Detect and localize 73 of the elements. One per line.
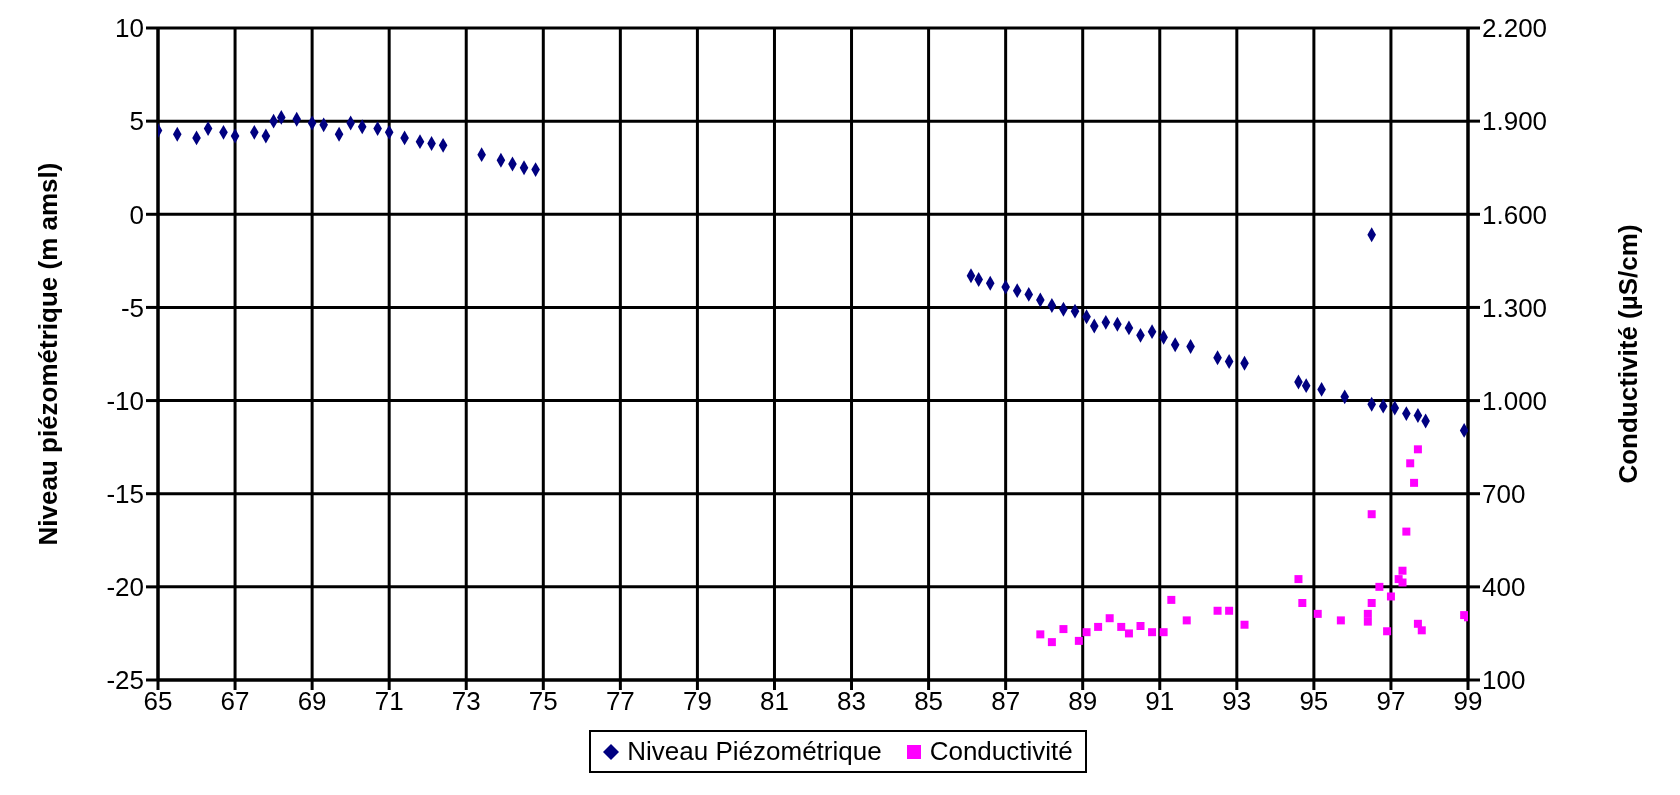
x-tick-label: 99 xyxy=(1453,686,1483,717)
y-tick-label: 10 xyxy=(115,13,144,44)
point xyxy=(1367,510,1376,519)
point xyxy=(1159,628,1168,637)
x-tick-label: 95 xyxy=(1299,686,1329,717)
point xyxy=(1386,592,1395,601)
point xyxy=(1036,630,1045,639)
x-tick-label: 75 xyxy=(528,686,558,717)
point xyxy=(1059,625,1068,634)
y2-tick-label: 700 xyxy=(1482,478,1526,509)
point xyxy=(1213,606,1222,615)
point xyxy=(1363,617,1372,626)
y2-tick-label: 1.600 xyxy=(1482,199,1548,230)
x-tick-label: 71 xyxy=(374,686,404,717)
y2-tick-label: 1.000 xyxy=(1482,385,1548,416)
point xyxy=(1225,606,1234,615)
point xyxy=(1240,620,1249,629)
x-tick-label: 67 xyxy=(220,686,250,717)
y-tick-label: 0 xyxy=(129,199,144,230)
y2-tick-label: 100 xyxy=(1482,665,1526,696)
point xyxy=(1398,578,1407,587)
point xyxy=(1082,628,1091,637)
point xyxy=(1105,614,1114,623)
y-tick-label: -25 xyxy=(106,665,144,696)
point xyxy=(1094,622,1103,631)
x-tick-label: 73 xyxy=(451,686,481,717)
y-tick-label: -5 xyxy=(120,292,144,323)
x-tick-label: 89 xyxy=(1068,686,1098,717)
x-tick-label: 93 xyxy=(1222,686,1252,717)
point xyxy=(1298,599,1307,607)
point xyxy=(1124,629,1133,638)
y2-tick-label: 400 xyxy=(1482,572,1526,603)
y-tick-label: -15 xyxy=(106,478,144,509)
y-tick-label: -10 xyxy=(106,385,144,416)
point xyxy=(1074,636,1083,645)
y2-tick-label: 2.200 xyxy=(1482,13,1548,44)
point xyxy=(1363,609,1372,618)
point xyxy=(1410,478,1419,487)
point xyxy=(1402,527,1411,536)
x-tick-label: 85 xyxy=(914,686,944,717)
y-tick-label: 5 xyxy=(129,106,144,137)
y-axis-title: Niveau piézométrique (m amsl) xyxy=(33,162,64,546)
point xyxy=(1413,445,1422,454)
point xyxy=(1406,459,1415,468)
point xyxy=(1313,609,1322,618)
x-tick-label: 81 xyxy=(760,686,789,717)
point xyxy=(1167,595,1176,604)
x-tick-label: 91 xyxy=(1145,686,1175,717)
point xyxy=(1375,582,1384,591)
x-tick-label: 77 xyxy=(605,686,635,717)
x-tick-label: 79 xyxy=(682,686,712,717)
y2-tick-label: 1.300 xyxy=(1482,292,1548,323)
point xyxy=(1148,628,1157,637)
point xyxy=(1047,638,1056,647)
x-tick-label: 87 xyxy=(991,686,1021,717)
point xyxy=(1182,616,1191,625)
point xyxy=(1117,622,1126,631)
point xyxy=(1383,627,1392,636)
y-tick-label: -20 xyxy=(106,572,144,603)
point xyxy=(1367,599,1376,607)
point xyxy=(1294,575,1303,584)
x-tick-label: 65 xyxy=(143,686,173,717)
point xyxy=(1417,626,1426,635)
point xyxy=(1336,616,1345,625)
point xyxy=(1136,621,1145,630)
legend-label: Conductivité xyxy=(929,736,1073,767)
y2-axis-title: Conductivité (µS/cm) xyxy=(1613,224,1644,484)
x-tick-label: 83 xyxy=(837,686,866,717)
x-tick-label: 69 xyxy=(297,686,327,717)
x-tick-label: 97 xyxy=(1376,686,1406,717)
legend-label: Niveau Piézométrique xyxy=(627,736,882,767)
y2-tick-label: 1.900 xyxy=(1482,106,1548,137)
point xyxy=(1398,566,1407,575)
